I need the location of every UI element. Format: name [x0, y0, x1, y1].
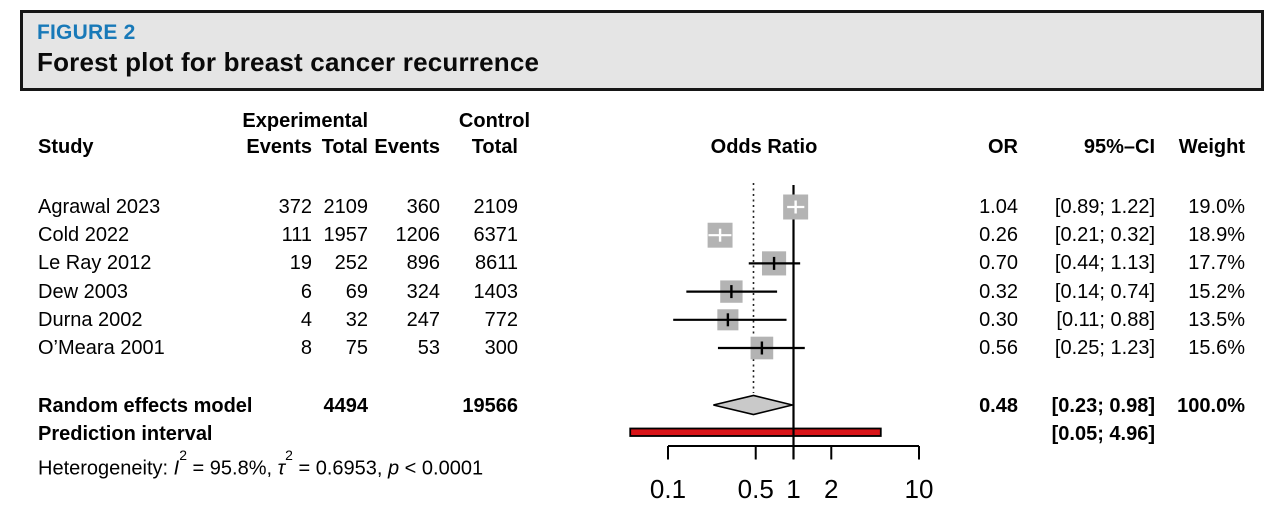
- summary-diamond: [713, 394, 793, 416]
- summary-or: 0.48: [979, 395, 1018, 417]
- study-row-study: Cold 2022: [38, 224, 130, 247]
- column-header-exp-events: Events: [246, 136, 312, 158]
- study-row-study: Durna 2002: [38, 308, 143, 331]
- study-row-weight-label: 19.0%: [1188, 196, 1245, 218]
- column-header-weight: Weight: [1178, 136, 1245, 158]
- study-row-or-label: 1.04: [979, 196, 1018, 218]
- prediction-interval-bar: [629, 427, 882, 437]
- figure-header-box: FIGURE 2 Forest plot for breast cancer r…: [20, 10, 1264, 91]
- study-row-exp-total: 2109: [323, 196, 369, 218]
- summary-exp-total: 4494: [323, 395, 369, 417]
- study-row-ci-label: [0.21; 0.32]: [1054, 224, 1155, 247]
- study-row-ctrl-total: 300: [484, 337, 518, 359]
- study-row-ci-label: [0.44; 1.13]: [1054, 252, 1155, 275]
- study-row-ctrl-total: 6371: [473, 224, 519, 247]
- tau-squared-sup: 2: [285, 447, 293, 463]
- study-row-weight-label: 17.7%: [1188, 252, 1245, 275]
- p-value: < 0.0001: [399, 457, 484, 480]
- x-axis-tick-label: 10: [905, 474, 934, 504]
- study-row-exp-events: 4: [300, 308, 312, 331]
- study-row-ci-label: [0.89; 1.22]: [1054, 196, 1155, 218]
- study-row-exp-events: 111: [281, 224, 312, 247]
- study-row-or-label: 0.30: [979, 308, 1018, 331]
- study-row-exp-total: 252: [334, 252, 368, 275]
- figure-title: Forest plot for breast cancer recurrence: [37, 47, 540, 77]
- column-header-ci: 95%–CI: [1083, 136, 1155, 158]
- study-row-weight-label: 13.5%: [1188, 308, 1245, 331]
- study-row-exp-events: 8: [300, 337, 312, 359]
- study-row-ctrl-total: 1403: [473, 280, 519, 303]
- summary-ci: [0.23; 0.98]: [1051, 395, 1155, 417]
- column-header-odds-ratio: Odds Ratio: [710, 136, 818, 158]
- study-row-exp-total: 69: [345, 280, 368, 303]
- study-row-or-label: 0.56: [979, 337, 1018, 359]
- x-axis-tick-label: 2: [824, 474, 838, 504]
- study-row-ctrl-total: 8611: [474, 252, 518, 275]
- summary-label: Random effects model: [38, 395, 253, 417]
- study-row-or-label: 0.32: [979, 280, 1018, 303]
- study-row-exp-total: 75: [345, 337, 368, 359]
- x-axis-tick-label: 1: [786, 474, 800, 504]
- figure-number-label: FIGURE 2: [37, 21, 136, 44]
- i-squared-sup: 2: [179, 447, 187, 463]
- study-row-ctrl-events: 53: [417, 337, 440, 359]
- column-header-exp-total: Total: [321, 136, 368, 158]
- heterogeneity-prefix: Heterogeneity:: [38, 457, 174, 480]
- column-header-experimental: Experimental: [242, 110, 368, 132]
- study-row-or-label: 0.26: [979, 224, 1018, 247]
- study-row-exp-total: 32: [345, 308, 368, 331]
- study-row-or-label: 0.70: [979, 252, 1018, 275]
- summary-ctrl-total: 19566: [462, 395, 518, 417]
- i-squared-symbol: I: [173, 457, 180, 480]
- x-axis-tick-label: 0.1: [650, 474, 686, 504]
- summary-weight: 100.0%: [1177, 395, 1245, 417]
- study-row-exp-events: 6: [300, 280, 312, 303]
- prediction-interval-ci: [0.05; 4.96]: [1051, 423, 1155, 445]
- column-header-study: Study: [38, 136, 94, 158]
- study-row-ctrl-events: 324: [406, 280, 440, 303]
- column-header-ctrl-events: Events: [374, 136, 440, 158]
- study-row-exp-events: 19: [289, 252, 312, 275]
- study-row-study: Dew 2003: [38, 280, 129, 303]
- study-row-ci-label: [0.25; 1.23]: [1054, 337, 1155, 359]
- study-row-ctrl-events: 896: [406, 252, 440, 275]
- study-row-ci-label: [0.11; 0.88]: [1056, 308, 1155, 331]
- p-symbol: p: [387, 457, 400, 480]
- study-row-exp-events: 372: [278, 196, 312, 218]
- study-row-study: Agrawal 2023: [38, 196, 161, 218]
- study-row-ctrl-events: 360: [406, 196, 440, 218]
- study-row-ctrl-events: 247: [406, 308, 440, 331]
- column-header-or: OR: [988, 136, 1018, 158]
- heterogeneity-line: Heterogeneity: I2 = 95.8%, τ2 = 0.6953, …: [38, 447, 638, 480]
- column-header-ctrl-total: Total: [471, 136, 518, 158]
- study-row-weight-label: 18.9%: [1188, 224, 1245, 247]
- study-row-exp-total: 1957: [323, 224, 369, 247]
- x-axis-tick-label: 0.5: [738, 474, 774, 504]
- study-row-weight-label: 15.2%: [1188, 280, 1245, 303]
- study-row-ci-label: [0.14; 0.74]: [1054, 280, 1155, 303]
- study-row-study: O’Meara 2001: [38, 337, 165, 359]
- tau-squared-value: = 0.6953,: [292, 457, 388, 480]
- tau-squared-symbol: τ: [277, 457, 286, 480]
- i-squared-value: = 95.8%,: [187, 457, 278, 480]
- column-header-control: Control: [458, 110, 530, 132]
- study-row-ctrl-total: 2109: [473, 196, 519, 218]
- study-row-ctrl-events: 1206: [395, 224, 441, 247]
- prediction-interval-label: Prediction interval: [38, 423, 213, 445]
- study-row-weight-label: 15.6%: [1188, 337, 1245, 359]
- study-row-ctrl-total: 772: [484, 308, 518, 331]
- study-row-study: Le Ray 2012: [38, 252, 152, 275]
